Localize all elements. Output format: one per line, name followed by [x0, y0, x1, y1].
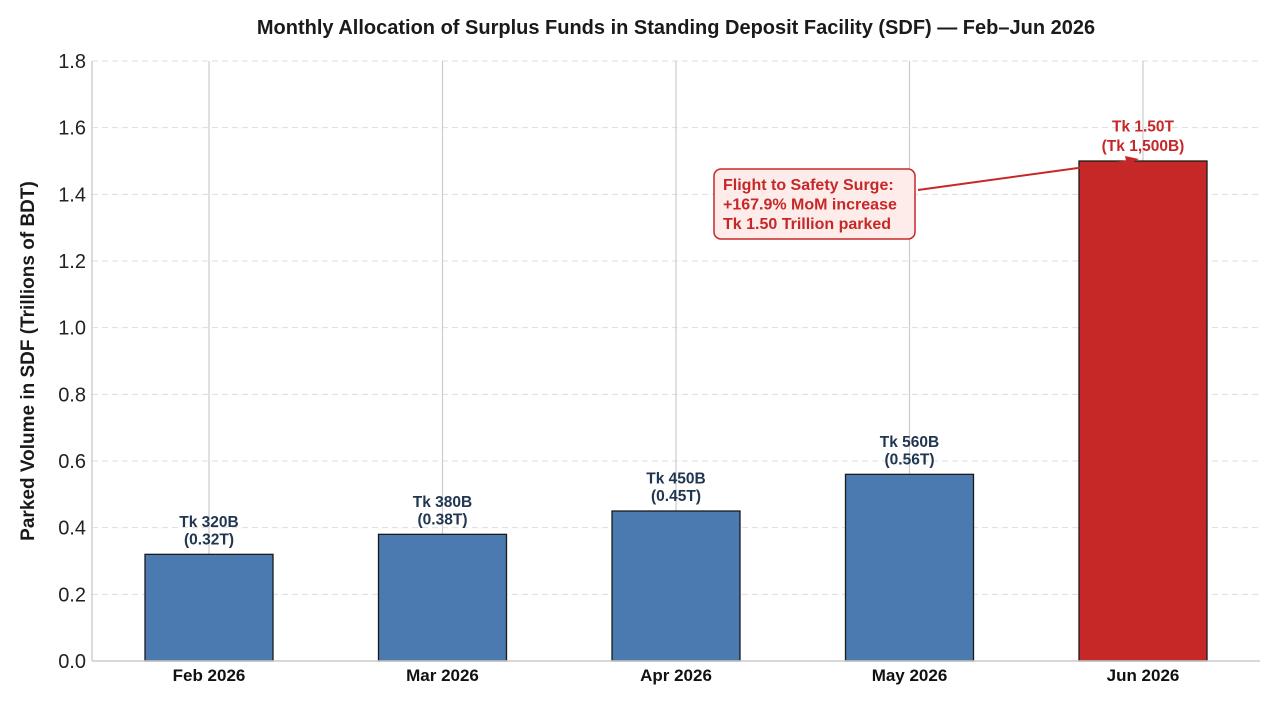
y-tick-label: 1.4	[58, 184, 86, 206]
data-labels: Tk 320B(0.32T) Tk 380B(0.38T) Tk 450B(0.45…	[179, 119, 1184, 549]
bar-apr-2026	[611, 510, 741, 662]
data-label: Tk 450B	[646, 471, 705, 488]
x-tick-label: Mar 2026	[406, 666, 479, 685]
y-tick-label: 1.6	[58, 118, 86, 140]
x-tick-label: May 2026	[872, 666, 948, 685]
data-label: Tk 1.50T	[1112, 119, 1175, 136]
annotation: Flight to Safety Surge: +167.9% MoM incre…	[713, 156, 1139, 240]
y-tick-label: 0.0	[58, 651, 86, 673]
annotation-arrowhead	[1125, 156, 1139, 165]
data-label: (Tk 1,500B)	[1102, 138, 1185, 155]
x-tick-label: Apr 2026	[640, 666, 712, 685]
bar-jun-2026	[1078, 160, 1208, 662]
bar-may-2026	[844, 473, 975, 662]
data-label: (0.32T)	[184, 531, 234, 548]
y-axis-label: Parked Volume in SDF (Trillions of BDT)	[18, 181, 39, 541]
annotation-text: +167.9% MoM increase	[723, 197, 897, 214]
annotation-text: Flight to Safety Surge:	[723, 177, 894, 194]
y-tick-label: 0.8	[58, 384, 86, 406]
data-label: Tk 560B	[880, 434, 939, 451]
data-label: (0.45T)	[651, 488, 701, 505]
annotation-arrow-line	[917, 160, 1130, 191]
y-tick-label: 1.8	[58, 51, 86, 73]
y-tick-label: 0.2	[58, 584, 86, 606]
data-label: (0.38T)	[418, 511, 468, 528]
tick-labels: 0.0 0.2 0.4 0.6 0.8 1.0 1.2 1.4 1.6 1.8 Feb 2026 Ma…	[58, 51, 1179, 685]
y-tick-label: 0.4	[58, 518, 86, 540]
y-tick-label: 0.6	[58, 451, 86, 473]
y-tick-label: 1.0	[58, 318, 86, 340]
x-tick-label: Feb 2026	[173, 666, 246, 685]
axes	[91, 61, 1260, 662]
y-tick-label: 1.2	[58, 251, 86, 273]
chart-title: Monthly Allocation of Surplus Funds in S…	[257, 17, 1095, 39]
data-label: (0.56T)	[885, 451, 935, 468]
data-label: Tk 380B	[413, 494, 472, 511]
x-tick-label: Jun 2026	[1107, 666, 1180, 685]
annotation-box	[713, 168, 916, 240]
bar-feb-2026	[144, 553, 274, 662]
annotation-text: Tk 1.50 Trillion parked	[723, 216, 891, 233]
data-label: Tk 320B	[179, 514, 238, 531]
bar-mar-2026	[377, 533, 508, 662]
bars-layer	[144, 160, 1208, 662]
